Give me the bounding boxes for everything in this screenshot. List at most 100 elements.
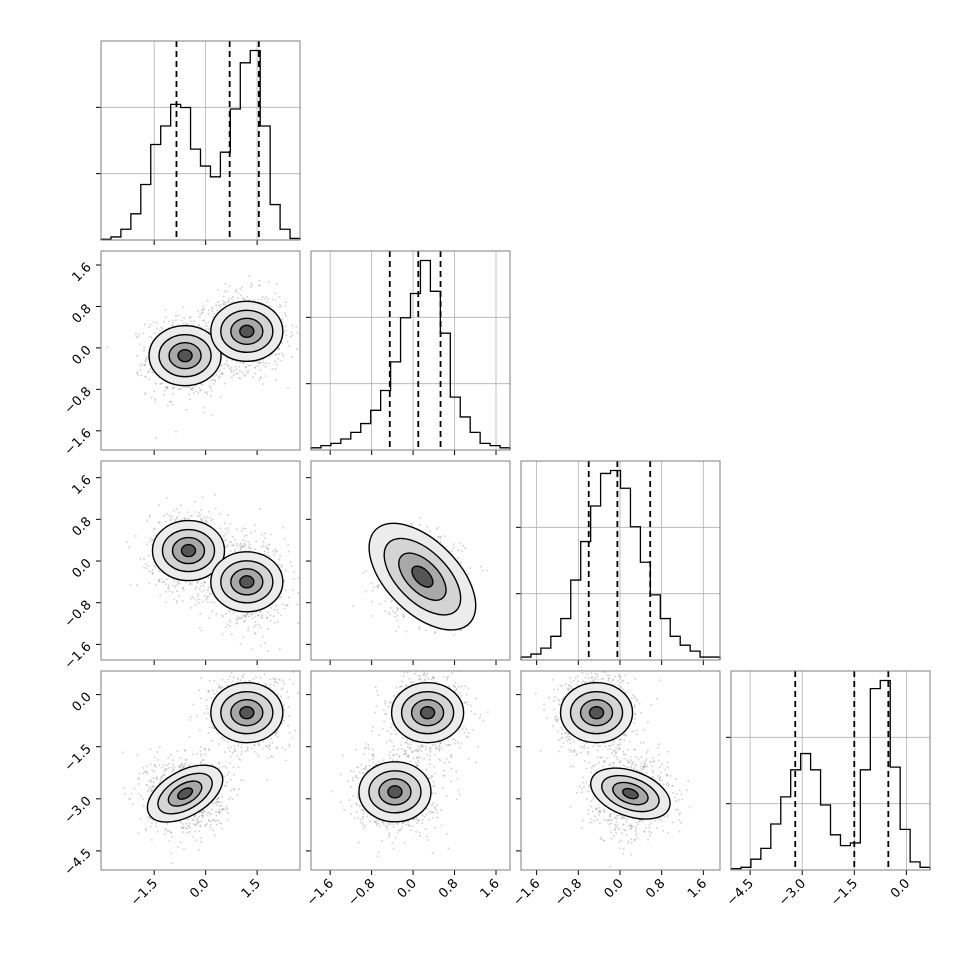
scatter-point bbox=[270, 353, 273, 356]
scatter-point bbox=[260, 361, 262, 363]
scatter-point bbox=[208, 617, 210, 619]
scatter-point bbox=[184, 322, 187, 325]
scatter-point bbox=[218, 370, 221, 372]
scatter-point bbox=[182, 306, 185, 308]
scatter-point bbox=[264, 366, 267, 368]
scatter-point bbox=[160, 326, 163, 329]
scatter-point bbox=[377, 583, 380, 586]
scatter-point bbox=[138, 343, 141, 346]
scatter-point bbox=[224, 546, 227, 549]
scatter-point bbox=[220, 396, 222, 399]
scatter-point bbox=[181, 386, 183, 389]
scatter-point bbox=[144, 323, 146, 326]
scatter-point bbox=[259, 284, 261, 287]
scatter-point bbox=[210, 389, 213, 392]
scatter-point bbox=[179, 519, 181, 522]
scatter-point bbox=[247, 547, 250, 549]
scatter-point bbox=[227, 301, 230, 303]
scatter-point bbox=[244, 615, 246, 617]
scatter-point bbox=[275, 363, 278, 366]
scatter-point bbox=[235, 621, 238, 624]
scatter-point bbox=[203, 319, 206, 322]
scatter-point bbox=[257, 614, 260, 616]
scatter-point bbox=[124, 793, 126, 795]
scatter-point bbox=[269, 619, 272, 622]
scatter-point bbox=[205, 391, 208, 393]
scatter-point bbox=[218, 810, 221, 813]
scatter-point bbox=[166, 404, 169, 407]
scatter-point bbox=[222, 354, 224, 356]
scatter-point bbox=[281, 342, 283, 345]
scatter-point bbox=[285, 314, 287, 317]
scatter-point bbox=[200, 582, 203, 585]
scatter-point bbox=[229, 541, 231, 543]
scatter-point bbox=[177, 583, 180, 585]
scatter-point bbox=[197, 822, 199, 824]
scatter-point bbox=[211, 306, 213, 309]
scatter-point bbox=[376, 585, 379, 587]
scatter-point bbox=[166, 387, 169, 390]
scatter-point bbox=[267, 547, 270, 550]
scatter-point bbox=[188, 385, 191, 388]
scatter-point bbox=[266, 628, 269, 630]
scatter-point bbox=[266, 617, 268, 620]
scatter-point bbox=[255, 624, 257, 627]
scatter-point bbox=[150, 396, 153, 399]
scatter-point bbox=[163, 321, 165, 323]
scatter-point bbox=[225, 545, 228, 548]
scatter-point bbox=[272, 550, 274, 552]
scatter-point bbox=[258, 279, 261, 282]
scatter-point bbox=[154, 756, 156, 759]
scatter-point bbox=[244, 550, 246, 552]
scatter-point bbox=[259, 626, 262, 629]
scatter-point bbox=[228, 368, 231, 370]
scatter-point bbox=[238, 377, 241, 379]
scatter-point bbox=[226, 357, 228, 359]
scatter-point bbox=[460, 562, 462, 564]
scatter-point bbox=[219, 373, 222, 375]
scatter-point bbox=[241, 614, 244, 617]
scatter-point bbox=[286, 340, 289, 343]
scatter-point bbox=[207, 586, 210, 589]
scatter-point bbox=[394, 630, 397, 632]
scatter-point bbox=[223, 363, 226, 366]
scatter-point bbox=[213, 375, 215, 377]
scatter-point bbox=[178, 511, 180, 514]
scatter-point bbox=[149, 779, 152, 781]
scatter-point bbox=[378, 603, 381, 605]
scatter-point bbox=[144, 359, 147, 362]
scatter-point bbox=[227, 299, 230, 302]
scatter-point bbox=[269, 354, 272, 357]
scatter-point bbox=[184, 763, 187, 766]
scatter-panel-0-2 bbox=[96, 460, 301, 665]
scatter-point bbox=[439, 537, 442, 540]
scatter-point bbox=[394, 616, 397, 618]
scatter-point bbox=[260, 616, 262, 619]
scatter-point bbox=[263, 298, 266, 300]
scatter-point bbox=[143, 346, 145, 349]
scatter-point bbox=[164, 386, 167, 389]
scatter-point bbox=[479, 565, 482, 568]
scatter-point bbox=[184, 517, 187, 520]
scatter-point bbox=[145, 829, 148, 832]
scatter-point bbox=[230, 367, 233, 369]
scatter-point bbox=[148, 780, 150, 783]
scatter-point bbox=[222, 373, 224, 375]
scatter-point bbox=[461, 550, 464, 553]
scatter-point bbox=[154, 566, 157, 569]
scatter-point bbox=[370, 582, 373, 585]
scatter-point bbox=[457, 549, 460, 552]
scatter-point bbox=[200, 389, 202, 392]
histogram-series bbox=[100, 49, 301, 240]
scatter-point bbox=[183, 589, 185, 592]
scatter-point bbox=[239, 288, 242, 291]
scatter-point bbox=[303, 333, 305, 335]
scatter-point bbox=[262, 383, 264, 385]
scatter-point bbox=[377, 586, 379, 588]
scatter-point bbox=[254, 615, 257, 618]
scatter-point bbox=[189, 386, 191, 389]
scatter-point bbox=[143, 558, 145, 560]
scatter-point bbox=[149, 516, 151, 518]
scatter-point bbox=[226, 781, 228, 784]
scatter-point bbox=[173, 387, 175, 389]
